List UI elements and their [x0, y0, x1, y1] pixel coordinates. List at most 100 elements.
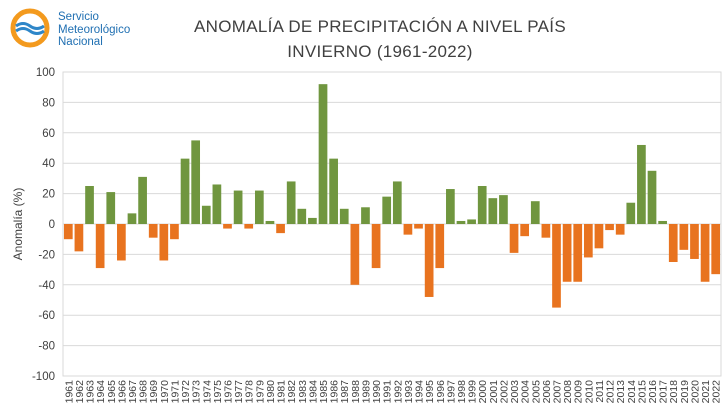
- x-tick-label: 1986: [329, 380, 341, 404]
- bar: [297, 208, 307, 224]
- bar: [106, 192, 116, 224]
- bar: [63, 224, 73, 240]
- x-tick-label: 2007: [552, 380, 564, 404]
- bar: [95, 224, 105, 269]
- bar: [371, 224, 381, 269]
- x-tick-label: 2001: [488, 380, 500, 404]
- x-tick-label: 1992: [392, 380, 404, 404]
- x-tick-label: 1962: [74, 380, 86, 404]
- bar: [339, 208, 349, 224]
- bar: [223, 224, 232, 229]
- x-tick-label: 1968: [138, 380, 150, 404]
- bar: [456, 220, 466, 224]
- bar: [329, 158, 338, 224]
- x-tick-label: 2020: [689, 380, 701, 404]
- bar: [658, 220, 667, 224]
- bar: [233, 190, 243, 224]
- bar: [180, 158, 190, 224]
- x-tick-label: 2021: [700, 380, 712, 404]
- chart-title-line-1: ANOMALÍA DE PRECIPITACIÓN A NIVEL PAÍS: [194, 17, 566, 36]
- bar: [552, 224, 561, 308]
- bar: [212, 184, 222, 224]
- x-tick-label: 1995: [424, 380, 436, 404]
- bar: [414, 224, 423, 229]
- x-tick-label: 1967: [127, 380, 139, 404]
- bar: [626, 202, 636, 224]
- x-tick-label: 2008: [562, 380, 574, 404]
- x-tick-label: 1969: [148, 380, 160, 404]
- bar: [286, 181, 296, 224]
- y-tick-label: 60: [42, 128, 55, 140]
- y-tick-label: -80: [38, 341, 55, 353]
- bar: [350, 224, 360, 285]
- y-tick-label: -40: [38, 280, 55, 292]
- x-tick-label: 2019: [679, 380, 691, 404]
- chart-title-line-2: INVIERNO (1961-2022): [287, 42, 473, 61]
- x-tick-label: 1988: [350, 380, 362, 404]
- x-tick-label: 1981: [276, 380, 288, 404]
- x-tick-label: 1983: [297, 380, 309, 404]
- bar: [530, 201, 540, 224]
- bar: [201, 205, 211, 224]
- x-tick-label: 2005: [530, 380, 542, 404]
- x-tick-label: 1966: [116, 380, 128, 404]
- x-tick-label: 2013: [615, 380, 627, 404]
- bar: [308, 217, 317, 224]
- x-tick-label: 2016: [647, 380, 659, 404]
- x-tick-label: 2004: [520, 380, 532, 404]
- bar: [637, 144, 646, 224]
- x-tick-label: 2003: [509, 380, 521, 404]
- x-tick-label: 1976: [223, 380, 235, 404]
- bar: [615, 224, 625, 235]
- x-tick-label: 1974: [201, 380, 213, 404]
- x-tick-label: 1993: [403, 380, 415, 404]
- chart-title: ANOMALÍA DE PRECIPITACIÓN A NIVEL PAÍS I…: [150, 14, 610, 64]
- x-tick-label: 1989: [360, 380, 372, 404]
- bar: [435, 224, 445, 269]
- bar: [541, 224, 551, 238]
- logo-line-1: Servicio: [58, 11, 99, 23]
- smn-logo-icon: [10, 8, 50, 48]
- x-tick-label: 1984: [307, 380, 319, 404]
- bar: [382, 196, 392, 224]
- x-tick-label: 1964: [95, 380, 107, 404]
- x-tick-label: 1977: [233, 380, 245, 404]
- bar: [117, 224, 126, 261]
- smn-logo-text: Servicio Meteorológico Nacional: [58, 11, 130, 49]
- x-tick-label: 1987: [339, 380, 351, 404]
- bar: [679, 224, 689, 250]
- bar: [594, 224, 604, 249]
- bar: [392, 181, 402, 224]
- x-tick-label: 1961: [63, 380, 75, 404]
- x-tick-label: 2011: [594, 380, 606, 403]
- bar: [509, 224, 519, 253]
- bar: [467, 219, 476, 224]
- logo-line-2: Meteorológico: [58, 23, 131, 36]
- x-tick-label: 2006: [541, 380, 553, 404]
- y-tick-label: -60: [38, 310, 55, 322]
- bar: [170, 224, 179, 240]
- x-tick-label: 1979: [254, 380, 266, 404]
- bar: [254, 190, 264, 224]
- x-tick-label: 2014: [626, 380, 638, 404]
- x-tick-label: 1965: [106, 380, 118, 404]
- bar: [499, 195, 508, 224]
- x-tick-label: 2015: [636, 380, 648, 404]
- bar: [562, 224, 572, 282]
- y-tick-label: 80: [42, 97, 55, 109]
- bar: [127, 213, 137, 224]
- x-tick-label: 1999: [467, 380, 479, 404]
- bar: [477, 186, 487, 224]
- bar: [488, 198, 498, 224]
- x-tick-label: 1971: [169, 380, 181, 404]
- x-tick-label: 2009: [573, 380, 585, 404]
- y-tick-label: -20: [38, 249, 55, 261]
- x-tick-label: 1972: [180, 380, 192, 404]
- bar: [85, 186, 94, 224]
- x-tick-label: 2012: [605, 380, 617, 404]
- bar: [159, 224, 169, 261]
- x-tick-label: 1996: [435, 380, 447, 404]
- y-tick-label: 0: [49, 219, 55, 231]
- bar: [605, 224, 614, 231]
- bar: [690, 224, 699, 259]
